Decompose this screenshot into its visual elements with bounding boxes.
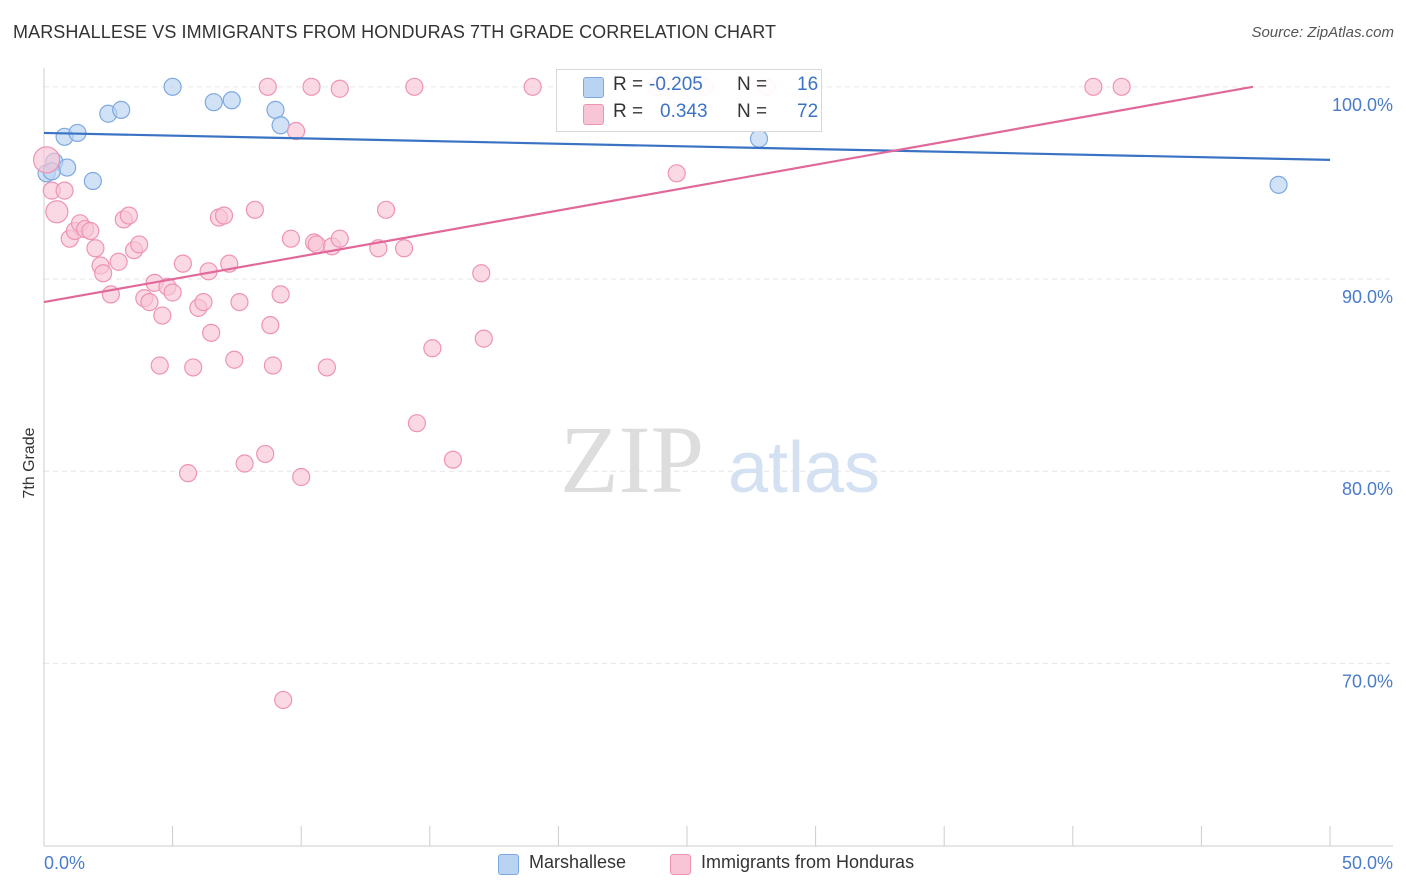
point-honduras: [32, 146, 61, 174]
x-tick-label: 50.0%: [1342, 853, 1393, 873]
point-honduras: [394, 239, 414, 258]
tick-labels: 100.0% 90.0% 80.0% 70.0% 0.0% 50.0%: [44, 95, 1393, 873]
legend-n-value: 72: [797, 101, 819, 122]
y-tick-label: 90.0%: [1342, 287, 1393, 307]
point-honduras: [1112, 77, 1131, 96]
point-honduras: [45, 200, 69, 224]
point-honduras: [302, 77, 321, 96]
point-honduras: [292, 467, 311, 487]
point-honduras: [130, 235, 149, 254]
point-honduras: [55, 181, 74, 200]
point-honduras: [281, 229, 301, 248]
y-tick-label: 70.0%: [1342, 671, 1393, 691]
legend-series-label: Immigrants from Honduras: [701, 852, 915, 872]
point-honduras: [163, 283, 182, 302]
legend-r-value: -0.205: [649, 74, 703, 95]
point-honduras: [184, 358, 203, 377]
point-honduras: [214, 206, 234, 225]
point-honduras: [330, 79, 349, 98]
legend-r-value: 0.343: [660, 101, 708, 122]
point-marshallese: [58, 158, 77, 177]
point-honduras: [317, 358, 337, 377]
point-marshallese: [271, 116, 290, 135]
point-honduras: [271, 285, 290, 304]
point-honduras: [109, 252, 128, 271]
point-honduras: [472, 264, 491, 283]
point-marshallese: [1269, 175, 1288, 194]
point-honduras: [81, 221, 100, 241]
point-honduras: [245, 200, 265, 219]
point-honduras: [376, 200, 396, 219]
point-honduras: [330, 229, 349, 248]
point-honduras: [86, 239, 105, 258]
point-honduras: [140, 292, 159, 312]
point-honduras: [1084, 77, 1103, 96]
point-marshallese: [204, 93, 223, 112]
y-tick-label: 80.0%: [1342, 479, 1393, 499]
point-honduras: [423, 339, 442, 358]
legend-n-value: 16: [797, 74, 819, 95]
point-honduras: [235, 454, 254, 473]
point-honduras: [307, 235, 326, 254]
point-honduras: [230, 292, 249, 312]
correlation-legend: R = -0.205 N = 16 R = 0.343 N = 72: [556, 69, 822, 132]
x-tick-label: 0.0%: [44, 853, 85, 873]
point-honduras: [474, 329, 493, 348]
source-credit: Source: ZipAtlas.com: [1251, 24, 1394, 41]
watermark-atlas: atlas: [728, 428, 880, 508]
grid-lines: [44, 86, 1390, 664]
legend-n-label: N =: [737, 74, 768, 95]
legend-swatch-blue: [498, 854, 519, 875]
series-legend: Marshallese Immigrants from Honduras: [0, 852, 1406, 878]
point-honduras: [261, 316, 280, 335]
point-honduras: [286, 121, 306, 141]
point-honduras: [178, 464, 198, 483]
point-marshallese: [83, 171, 102, 191]
point-marshallese: [163, 77, 182, 96]
legend-n-label: N =: [737, 101, 768, 122]
point-honduras: [274, 690, 293, 710]
axes: [43, 68, 1393, 847]
point-marshallese: [222, 91, 241, 110]
point-honduras: [443, 450, 463, 469]
point-honduras: [94, 264, 113, 283]
point-honduras: [202, 323, 221, 342]
point-marshallese: [266, 100, 285, 119]
legend-r-label: R =: [613, 101, 644, 122]
y-axis-label: 7th Grade: [21, 427, 38, 498]
chart-title: MARSHALLESE VS IMMIGRANTS FROM HONDURAS …: [13, 22, 777, 42]
legend-series-label: Marshallese: [529, 852, 627, 872]
y-tick-label: 100.0%: [1332, 95, 1393, 115]
point-marshallese: [112, 100, 131, 119]
watermark-zip: ZIP: [560, 406, 704, 513]
legend-r-label: R =: [613, 74, 644, 95]
legend-swatch-pink: [670, 854, 691, 875]
point-honduras: [173, 254, 192, 273]
point-honduras: [150, 356, 169, 375]
point-honduras: [263, 356, 283, 375]
point-honduras: [119, 206, 138, 225]
point-honduras: [258, 77, 277, 96]
legend-swatch-pink: [583, 104, 604, 125]
point-honduras: [225, 350, 244, 369]
point-honduras: [667, 164, 686, 183]
trend-lines: [43, 85, 1331, 304]
point-honduras: [405, 77, 424, 96]
point-honduras: [194, 292, 213, 312]
point-honduras: [256, 444, 275, 464]
point-honduras: [523, 77, 542, 96]
trend-line-marshallese: [43, 131, 1331, 161]
data-points: [32, 77, 1288, 710]
point-honduras: [153, 306, 172, 325]
point-honduras: [407, 414, 427, 433]
trend-line-honduras: [43, 85, 1254, 304]
point-marshallese: [749, 129, 769, 148]
legend-swatch-blue: [583, 77, 604, 98]
